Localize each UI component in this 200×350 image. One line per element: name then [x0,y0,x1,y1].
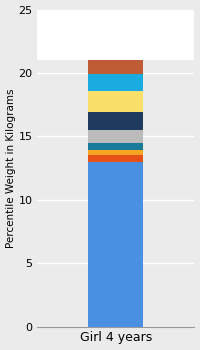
Bar [88,150,143,155]
Bar [88,91,143,112]
Bar [37,9,194,60]
Bar [88,74,143,91]
Bar [88,155,143,162]
Bar [88,143,143,150]
Bar [88,60,143,74]
Bar [88,130,143,143]
Bar [88,162,143,327]
Bar [88,112,143,130]
Y-axis label: Percentile Weight in Kilograms: Percentile Weight in Kilograms [6,88,16,248]
